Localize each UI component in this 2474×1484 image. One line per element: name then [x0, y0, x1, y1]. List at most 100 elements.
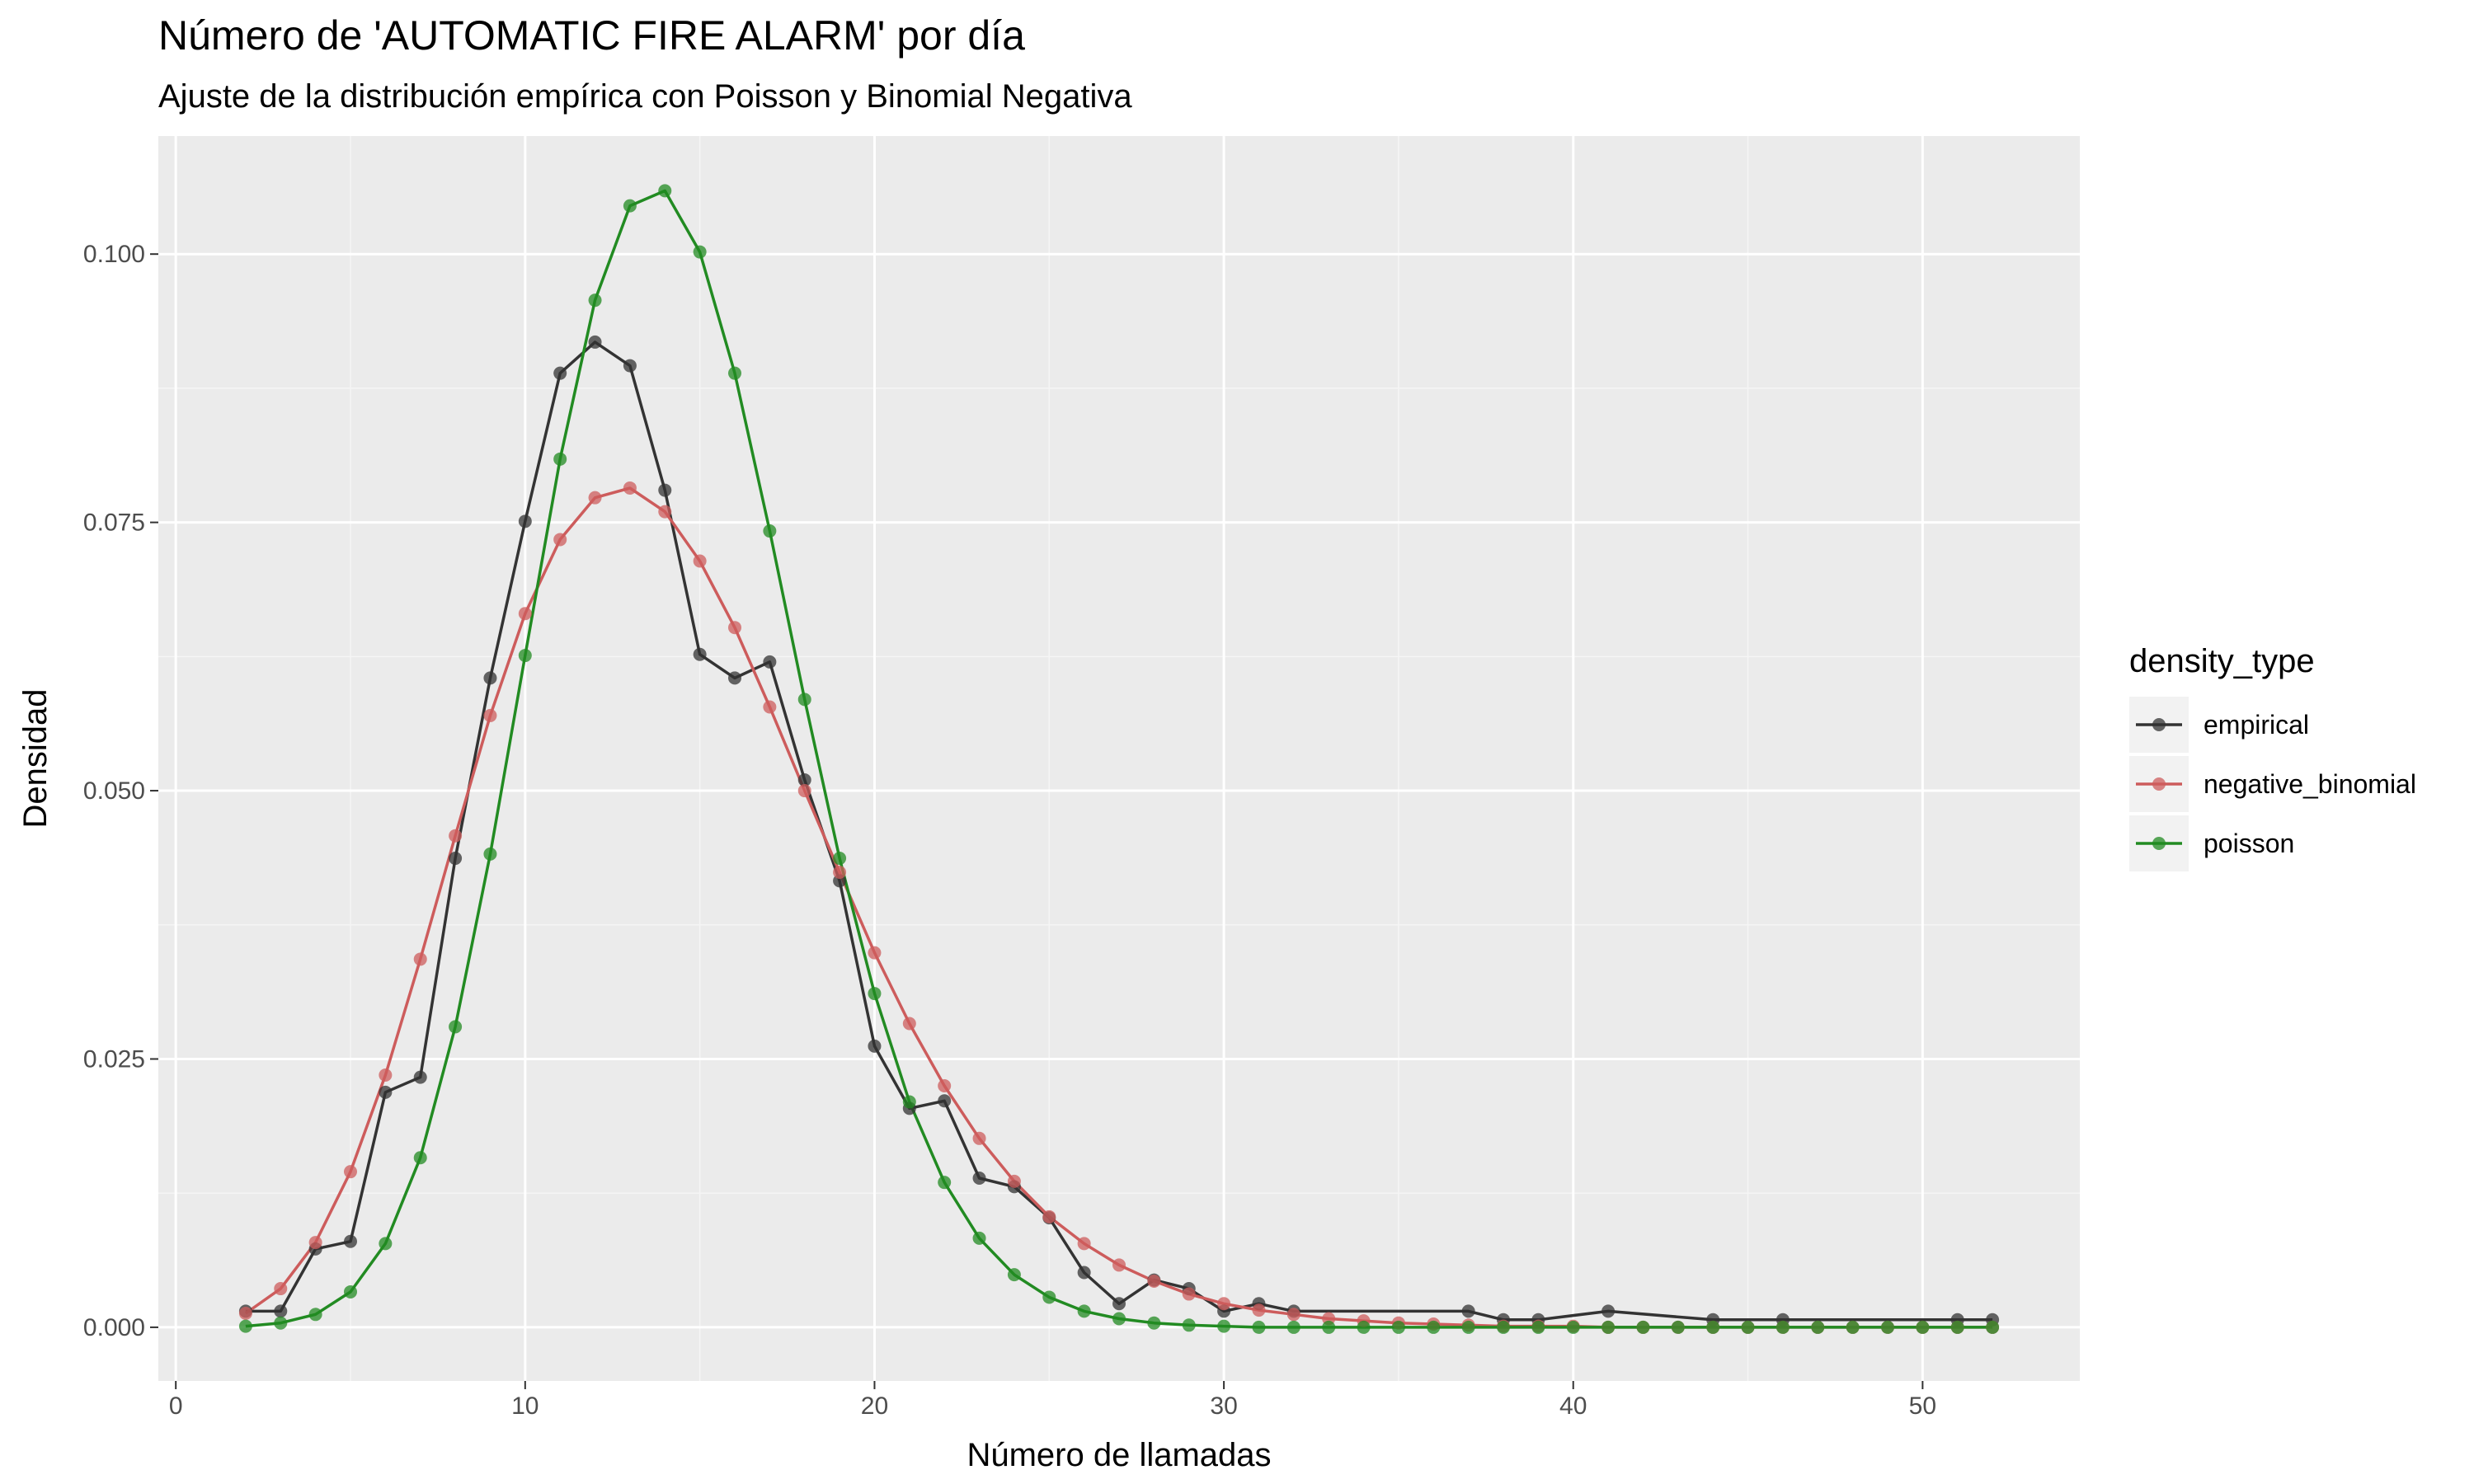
data-point-poisson [413, 1151, 427, 1165]
data-point-empirical [1602, 1304, 1616, 1318]
data-point-empirical [938, 1094, 952, 1108]
data-point-negative_binomial [308, 1236, 322, 1250]
data-point-poisson [1182, 1318, 1196, 1332]
data-point-negative_binomial [1182, 1287, 1196, 1301]
data-point-poisson [1427, 1320, 1441, 1334]
data-point-empirical [623, 359, 637, 373]
data-point-negative_binomial [238, 1306, 252, 1320]
data-point-poisson [1007, 1268, 1021, 1282]
data-point-empirical [518, 514, 532, 528]
data-point-poisson [1671, 1320, 1685, 1334]
axis-ticks [150, 253, 1924, 1389]
data-point-poisson [938, 1176, 952, 1190]
data-point-poisson [693, 245, 707, 259]
legend-key-point-empirical [2152, 718, 2166, 731]
data-point-negative_binomial [1112, 1258, 1126, 1272]
data-point-negative_binomial [1252, 1303, 1266, 1317]
data-point-poisson [1497, 1320, 1510, 1334]
legend: density_type empirical negative_binomialp… [2129, 643, 2416, 871]
data-point-negative_binomial [449, 829, 463, 843]
data-point-poisson [449, 1020, 463, 1034]
data-point-empirical [868, 1039, 882, 1053]
data-point-empirical [763, 655, 777, 669]
data-point-negative_binomial [379, 1068, 393, 1082]
data-point-poisson [1112, 1312, 1126, 1326]
x-tick-labels: 0 10 20 30 40 50 [169, 1392, 1936, 1420]
grid-major [158, 136, 2080, 1381]
data-point-poisson [1602, 1320, 1616, 1334]
data-point-poisson [623, 199, 637, 213]
data-point-poisson [1566, 1320, 1580, 1334]
data-point-poisson [1286, 1320, 1300, 1334]
y-tick-label: 0.000 [83, 1314, 145, 1341]
data-point-negative_binomial [938, 1079, 952, 1093]
data-point-negative_binomial [763, 700, 777, 714]
data-point-empirical [658, 483, 672, 497]
data-point-poisson [1042, 1290, 1056, 1304]
data-point-negative_binomial [1147, 1274, 1161, 1288]
chart-title: Número de 'AUTOMATIC FIRE ALARM' por día [158, 12, 1025, 59]
data-point-negative_binomial [972, 1131, 986, 1145]
y-tick-label: 0.075 [83, 510, 145, 537]
data-point-poisson [1217, 1319, 1231, 1333]
data-point-poisson [1461, 1320, 1475, 1334]
legend-label-poisson: poisson [2204, 829, 2294, 858]
data-point-poisson [518, 649, 532, 663]
data-point-poisson [1881, 1320, 1894, 1334]
y-tick-label: 0.100 [83, 241, 145, 268]
data-point-negative_binomial [658, 505, 672, 519]
data-point-poisson [1811, 1320, 1825, 1334]
data-point-poisson [902, 1095, 916, 1109]
grid-minor [158, 136, 2080, 1381]
x-tick-label: 50 [1909, 1392, 1936, 1420]
data-point-empirical [1077, 1266, 1091, 1280]
data-point-poisson [797, 693, 811, 707]
data-point-negative_binomial [518, 607, 532, 621]
data-point-poisson [344, 1284, 357, 1298]
legend-label-empirical: empirical [2204, 710, 2309, 740]
legend-title: density_type [2129, 643, 2315, 679]
data-point-poisson [1636, 1320, 1650, 1334]
data-point-negative_binomial [1007, 1174, 1021, 1188]
data-point-empirical [1461, 1304, 1475, 1318]
x-tick-label: 0 [169, 1392, 183, 1420]
data-point-empirical [344, 1234, 357, 1248]
data-point-empirical [413, 1070, 427, 1084]
x-tick-label: 20 [861, 1392, 888, 1420]
y-tick-labels: 0.000 0.025 0.050 0.075 0.100 [83, 241, 145, 1341]
data-point-empirical [274, 1304, 288, 1318]
data-point-empirical [693, 647, 707, 661]
data-point-poisson [1531, 1320, 1545, 1334]
x-tick-label: 10 [511, 1392, 539, 1420]
data-point-poisson [308, 1308, 322, 1322]
data-point-poisson [763, 524, 777, 538]
data-point-empirical [1112, 1297, 1126, 1311]
data-point-poisson [483, 847, 497, 861]
data-point-poisson [833, 852, 847, 866]
series-points [238, 184, 2000, 1334]
x-axis-title: Número de llamadas [967, 1437, 1271, 1473]
y-tick-label: 0.025 [83, 1045, 145, 1073]
data-point-poisson [1986, 1320, 2000, 1334]
plot-panel [158, 136, 2080, 1381]
data-point-negative_binomial [1217, 1297, 1231, 1311]
data-point-negative_binomial [693, 554, 707, 568]
data-point-negative_binomial [1077, 1237, 1091, 1251]
data-point-empirical [379, 1085, 393, 1099]
data-point-poisson [1252, 1320, 1266, 1334]
data-point-poisson [1706, 1320, 1720, 1334]
data-point-poisson [868, 987, 882, 1001]
legend-label-negative_binomial: negative_binomial [2204, 769, 2416, 799]
data-point-negative_binomial [553, 533, 567, 547]
x-tick-label: 40 [1559, 1392, 1587, 1420]
data-point-poisson [238, 1319, 252, 1333]
data-point-poisson [1950, 1320, 1964, 1334]
data-point-empirical [553, 366, 567, 380]
data-point-poisson [1741, 1320, 1755, 1334]
data-point-poisson [972, 1231, 986, 1245]
data-point-negative_binomial [413, 952, 427, 966]
data-point-negative_binomial [833, 865, 847, 879]
data-point-negative_binomial [1286, 1308, 1300, 1322]
